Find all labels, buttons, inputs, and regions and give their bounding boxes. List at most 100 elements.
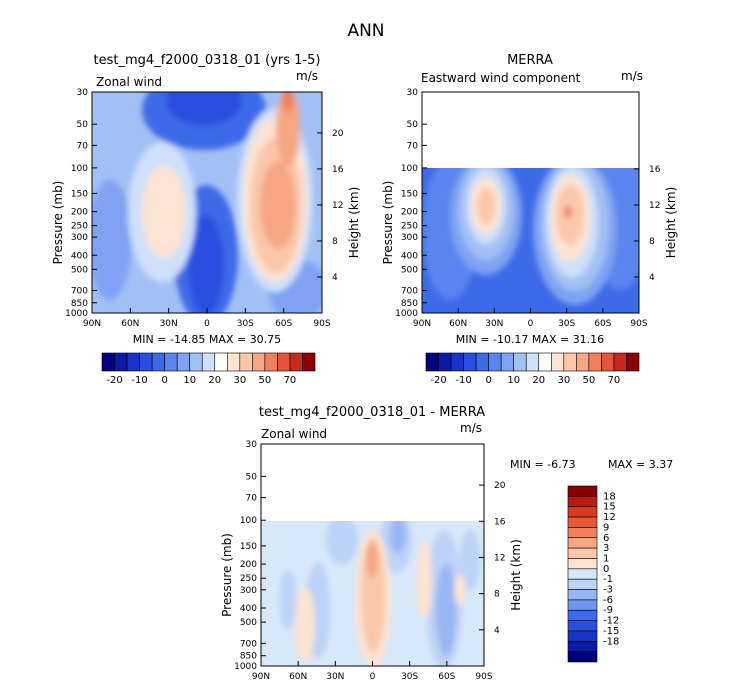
y-tick-label: 850 xyxy=(240,652,257,662)
colorbar-label: 20 xyxy=(532,375,545,386)
y-tick-label: 70 xyxy=(246,494,258,504)
colorbar-label: 1 xyxy=(603,553,609,564)
panel-diff-subtitle-left: Zonal wind xyxy=(261,427,327,441)
y-tick-label: 400 xyxy=(71,251,88,261)
colorbar-swatch xyxy=(475,352,489,372)
colorbar-swatch xyxy=(588,352,602,372)
colorbar-label: 0 xyxy=(161,375,167,386)
y-tick-label: 50 xyxy=(77,120,89,130)
y-axis-label-right: Height (km) xyxy=(347,187,361,258)
colorbar-label: -20 xyxy=(106,375,122,386)
y-tick-label: 400 xyxy=(401,251,418,261)
colorbar-swatch xyxy=(214,352,228,372)
y-tick-label: 50 xyxy=(246,472,258,482)
colorbar-label: 15 xyxy=(603,502,616,513)
colorbar-swatch xyxy=(176,352,191,372)
x-tick-label: 60S xyxy=(275,319,292,329)
colorbar-swatch xyxy=(567,568,598,580)
y-tick-label: 850 xyxy=(401,299,418,309)
colorbar-label: 6 xyxy=(603,533,609,544)
colorbar-label: 12 xyxy=(603,512,616,523)
x-tick-label: 0 xyxy=(528,319,534,329)
colorbar-label: -18 xyxy=(603,636,619,647)
colorbar-swatch xyxy=(613,352,627,372)
colorbar-label: -15 xyxy=(603,626,619,637)
colorbar-label: 0 xyxy=(485,375,491,386)
height-tick-label: 12 xyxy=(332,201,343,211)
y-tick-label: 30 xyxy=(77,88,89,98)
y-tick-label: 200 xyxy=(240,560,257,570)
y-axis-label: Pressure (mb) xyxy=(220,533,234,617)
y-tick-label: 30 xyxy=(246,440,258,450)
colorbar-swatch xyxy=(567,620,598,632)
y-tick-label: 70 xyxy=(77,141,89,151)
colorbar-swatch xyxy=(126,352,140,372)
x-tick-label: 60N xyxy=(121,319,139,329)
height-tick-label: 4 xyxy=(332,273,338,283)
y-tick-label: 1000 xyxy=(65,309,88,319)
colorbar-swatch xyxy=(189,352,203,372)
panel-obs-contours xyxy=(422,92,639,313)
panel-obs-stats: MIN = -10.17 MAX = 31.16 xyxy=(456,333,604,346)
panel-model-stats: MIN = -14.85 MAX = 30.75 xyxy=(133,333,281,346)
colorbar-swatch xyxy=(567,599,598,611)
panel-model-subtitle-right: m/s xyxy=(296,69,318,83)
x-tick-label: 30N xyxy=(485,319,503,329)
colorbar-swatch xyxy=(567,558,598,570)
colorbar-swatch xyxy=(567,537,598,549)
x-tick-label: 90N xyxy=(252,672,270,682)
y-tick-label: 300 xyxy=(71,233,88,243)
colorbar-swatch xyxy=(201,352,216,372)
panel-model: test_mg4_f2000_0318_01 (yrs 1-5) Zonal w… xyxy=(51,53,361,329)
y-tick-label: 200 xyxy=(71,208,88,218)
panel-model-subtitle-left: Zonal wind xyxy=(96,75,162,89)
colorbar-swatch xyxy=(567,630,598,642)
x-tick-label: 60N xyxy=(449,319,467,329)
colorbar-swatch xyxy=(567,506,598,518)
colorbar-swatch xyxy=(626,352,640,372)
x-tick-label: 90N xyxy=(83,319,101,329)
page-title: ANN xyxy=(347,21,384,41)
colorbar-swatch xyxy=(567,485,598,497)
height-tick-label: 20 xyxy=(332,129,344,139)
y-tick-label: 100 xyxy=(240,516,257,526)
y-tick-label: 700 xyxy=(71,287,88,297)
x-tick-label: 30N xyxy=(160,319,178,329)
colorbar-label: 50 xyxy=(583,375,596,386)
colorbar-swatch xyxy=(252,352,266,372)
colorbar-label: -20 xyxy=(430,375,446,386)
colorbar-label: 10 xyxy=(507,375,520,386)
colorbar-label: 70 xyxy=(608,375,621,386)
x-tick-label: 60S xyxy=(594,319,611,329)
x-tick-label: 90S xyxy=(313,319,330,329)
x-tick-label: 30S xyxy=(558,319,575,329)
colorbar-label: 20 xyxy=(208,375,221,386)
height-tick-label: 12 xyxy=(494,553,505,563)
panel-model-title: test_mg4_f2000_0318_01 (yrs 1-5) xyxy=(94,53,321,68)
y-tick-label: 100 xyxy=(401,164,418,174)
colorbar-swatch xyxy=(164,352,178,372)
colorbar-swatch xyxy=(567,609,598,621)
colorbar-swatch xyxy=(550,352,565,372)
panel-obs: MERRA Eastward wind component m/s xyxy=(381,53,678,329)
colorbar-swatch xyxy=(567,640,598,652)
colorbar-swatch xyxy=(500,352,515,372)
y-tick-label: 500 xyxy=(240,618,257,628)
y-tick-label: 500 xyxy=(71,265,88,275)
colorbar-swatch xyxy=(438,352,452,372)
panel-obs-subtitle-right: m/s xyxy=(621,69,643,83)
x-tick-label: 30N xyxy=(326,672,344,682)
colorbar-label: 70 xyxy=(284,375,297,386)
y-tick-label: 250 xyxy=(401,222,418,232)
colorbar-swatch xyxy=(239,352,253,372)
colorbar-label: -3 xyxy=(603,585,613,596)
panel-model-contours xyxy=(92,92,322,313)
colorbar-swatch xyxy=(114,352,128,372)
x-tick-label: 60S xyxy=(438,672,455,682)
y-tick-label: 30 xyxy=(407,88,419,98)
y-axis-label-right: Height (km) xyxy=(664,187,678,258)
y-tick-label: 850 xyxy=(71,299,88,309)
colorbar-swatch xyxy=(513,352,527,372)
